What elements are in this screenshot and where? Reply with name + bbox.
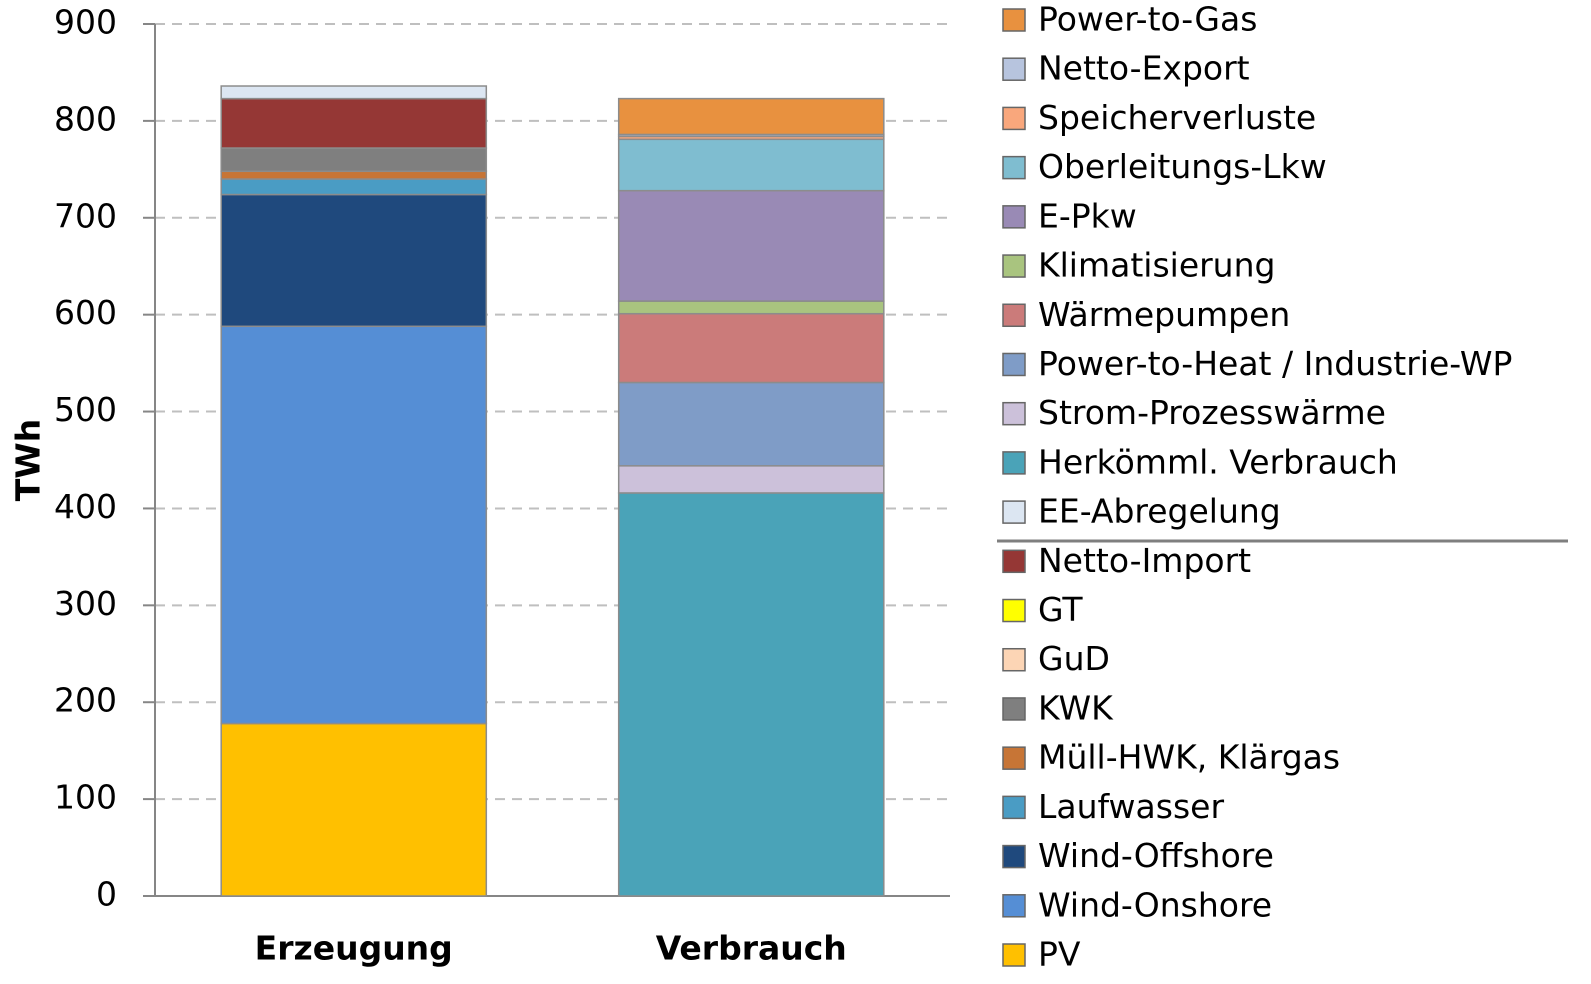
bar-segment xyxy=(220,722,488,897)
bar-segment xyxy=(617,138,885,192)
bar-segment xyxy=(617,492,885,897)
legend-swatch xyxy=(1002,451,1026,475)
legend-label: Power-to-Heat / Industrie-WP xyxy=(1038,344,1512,383)
y-tick-label: 300 xyxy=(54,584,117,623)
legend-label: KWK xyxy=(1038,688,1114,727)
y-tick-label: 500 xyxy=(54,390,117,429)
legend-swatch xyxy=(1002,352,1026,377)
y-tick-label: 100 xyxy=(54,778,117,817)
bar-segment xyxy=(220,178,488,196)
legend-label: Klimatisierung xyxy=(1038,246,1275,285)
legend-swatch xyxy=(1002,795,1026,820)
y-tick-label: 800 xyxy=(54,99,117,138)
legend-label: Herkömml. Verbrauch xyxy=(1038,442,1398,481)
bar-segment xyxy=(617,312,885,384)
y-tick-label: 0 xyxy=(96,875,117,914)
legend-swatch xyxy=(1002,401,1026,426)
y-axis-label: TWh xyxy=(9,419,48,501)
legend-swatch xyxy=(1002,155,1026,180)
bar-segment xyxy=(220,325,488,725)
y-tick-label: 900 xyxy=(54,3,117,42)
bar-segment xyxy=(220,193,488,328)
legend-label: EE-Abregelung xyxy=(1038,492,1281,531)
legend-label: GT xyxy=(1038,590,1083,629)
bar-segment xyxy=(617,97,885,136)
legend-label: Müll-HWK, Klärgas xyxy=(1038,738,1340,777)
legend-label: PV xyxy=(1038,935,1081,974)
legend-swatch xyxy=(1002,894,1026,918)
legend-label: Netto-Export xyxy=(1038,49,1250,88)
bar-segment xyxy=(617,300,885,315)
x-tick-label: Erzeugung xyxy=(255,929,453,968)
legend-label: Laufwasser xyxy=(1038,787,1224,826)
legend-label: Speicherverluste xyxy=(1038,98,1316,137)
legend-swatch xyxy=(1002,647,1026,672)
legend-label: Power-to-Gas xyxy=(1038,0,1257,39)
legend-label: Strom-Prozesswärme xyxy=(1038,393,1386,432)
legend-swatch xyxy=(1002,844,1026,869)
legend-swatch xyxy=(1002,205,1026,229)
legend-swatch xyxy=(1002,746,1026,770)
legend-swatch xyxy=(1002,549,1026,574)
legend-label: Wärmepumpen xyxy=(1038,295,1290,334)
legend-swatch xyxy=(1002,57,1026,81)
y-tick-label: 600 xyxy=(54,293,117,332)
bar-segment xyxy=(220,170,488,180)
bar-segment xyxy=(220,85,488,100)
x-tick-label: Verbrauch xyxy=(656,929,847,968)
y-tick-label: 700 xyxy=(54,196,117,235)
y-tick-label: 200 xyxy=(54,681,117,720)
legend-swatch xyxy=(1002,254,1026,278)
legend-label: Oberleitungs-Lkw xyxy=(1038,147,1327,186)
legend-swatch xyxy=(1002,697,1026,721)
legend-label: Wind-Onshore xyxy=(1038,885,1272,924)
bar-segment xyxy=(220,147,488,173)
legend-label: GuD xyxy=(1038,639,1110,678)
bar-segment xyxy=(617,381,885,467)
bar-segment xyxy=(617,465,885,494)
bar-segment xyxy=(617,189,885,302)
legend-swatch xyxy=(1002,106,1026,131)
legend-swatch xyxy=(1002,303,1026,328)
legend-swatch xyxy=(1002,598,1026,623)
legend-swatch xyxy=(1002,8,1026,32)
legend-label: Wind-Offshore xyxy=(1038,836,1274,875)
legend-swatch xyxy=(1002,943,1026,967)
bar-segment xyxy=(220,97,488,149)
y-tick-label: 400 xyxy=(54,487,117,526)
legend-label: E-Pkw xyxy=(1038,196,1137,235)
legend-label: Netto-Import xyxy=(1038,541,1251,580)
legend-swatch xyxy=(1002,500,1026,524)
